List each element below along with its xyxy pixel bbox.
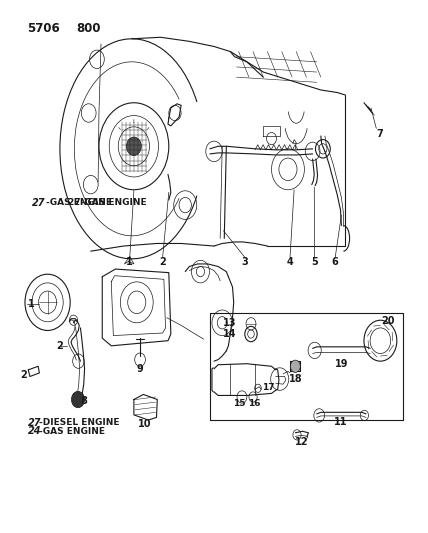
Text: 13: 13 bbox=[223, 318, 237, 328]
Text: 14: 14 bbox=[223, 329, 237, 339]
Text: 10: 10 bbox=[138, 418, 152, 429]
Text: -GAS ENGINE: -GAS ENGINE bbox=[45, 198, 112, 207]
Text: 17: 17 bbox=[262, 383, 275, 392]
Text: 2: 2 bbox=[56, 341, 63, 351]
Text: 5: 5 bbox=[311, 257, 318, 268]
Text: 27-GAS ENGINE: 27-GAS ENGINE bbox=[68, 198, 147, 207]
Text: 19: 19 bbox=[335, 359, 348, 369]
Text: 9: 9 bbox=[137, 364, 143, 374]
Text: 20: 20 bbox=[382, 316, 395, 326]
Text: -DIESEL ENGINE: -DIESEL ENGINE bbox=[39, 418, 120, 427]
Text: 6: 6 bbox=[332, 257, 339, 268]
Text: 15: 15 bbox=[233, 399, 246, 408]
Text: 5706: 5706 bbox=[27, 21, 60, 35]
Text: 12: 12 bbox=[295, 437, 309, 447]
Text: 27: 27 bbox=[32, 198, 45, 207]
Circle shape bbox=[71, 391, 85, 408]
Text: 1: 1 bbox=[28, 299, 35, 309]
Text: 24: 24 bbox=[28, 426, 42, 437]
Text: 27: 27 bbox=[28, 417, 42, 427]
Text: -GAS ENGINE: -GAS ENGINE bbox=[39, 427, 105, 436]
Text: 800: 800 bbox=[77, 21, 101, 35]
Text: 8: 8 bbox=[80, 396, 87, 406]
Text: 16: 16 bbox=[248, 399, 260, 408]
Text: 4: 4 bbox=[287, 257, 293, 268]
Text: 2: 2 bbox=[20, 370, 27, 380]
Text: 1: 1 bbox=[126, 257, 133, 268]
Text: 3: 3 bbox=[241, 257, 248, 268]
Text: 11: 11 bbox=[334, 416, 347, 426]
Circle shape bbox=[127, 137, 141, 156]
Text: 7: 7 bbox=[376, 130, 383, 140]
Text: 18: 18 bbox=[288, 374, 302, 384]
Text: 2: 2 bbox=[160, 257, 166, 268]
Circle shape bbox=[291, 360, 300, 373]
